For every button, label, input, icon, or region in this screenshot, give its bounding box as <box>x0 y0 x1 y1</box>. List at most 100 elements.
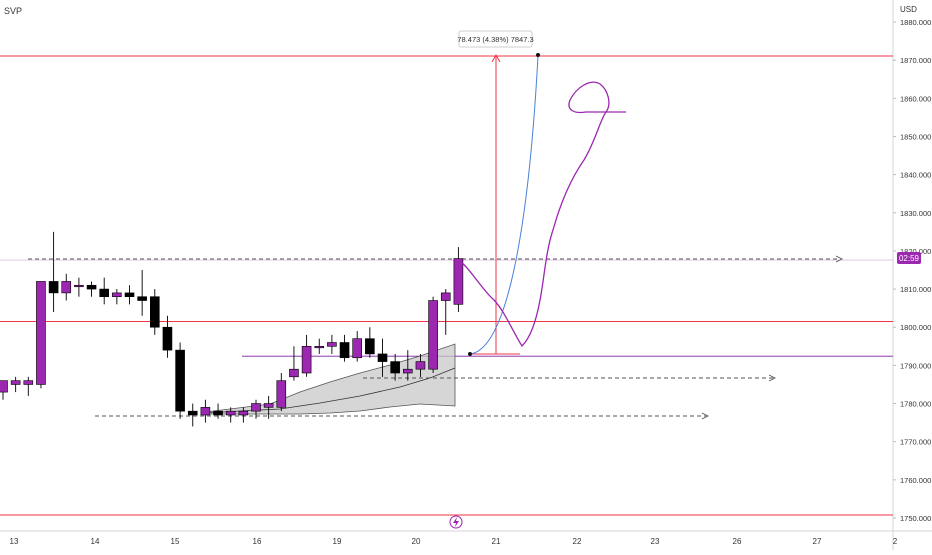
time-tick-label: 15 <box>171 537 180 546</box>
candle[interactable] <box>36 281 46 389</box>
measure-label-box <box>458 30 533 48</box>
candle[interactable] <box>124 285 135 305</box>
time-axis-ticks: 13 14 15 16 19 20 21 22 23 26 27 2 <box>10 537 898 546</box>
candle-body <box>137 296 147 301</box>
price-tick-label: 1770.000 <box>900 438 931 447</box>
measure-label: 78.473 (4.38%) 7847.3 <box>457 35 533 44</box>
candle[interactable] <box>440 289 451 335</box>
candle[interactable] <box>175 342 185 419</box>
candle-body <box>365 338 375 355</box>
projection-start-point[interactable] <box>468 352 472 356</box>
candle-body <box>150 296 160 328</box>
channel-band <box>204 343 456 415</box>
projection-end-point[interactable] <box>536 53 540 57</box>
candle-body <box>48 281 59 294</box>
price-tick-label: 1840.000 <box>900 171 931 180</box>
candle[interactable] <box>74 277 84 297</box>
candle[interactable] <box>213 403 223 419</box>
candle-body <box>124 292 135 298</box>
candle-body <box>200 407 211 416</box>
candle-body <box>0 380 8 393</box>
candle-body <box>263 403 274 408</box>
candle-body <box>314 346 325 349</box>
candle[interactable] <box>352 331 363 362</box>
candle[interactable] <box>263 395 274 419</box>
candle[interactable] <box>365 327 375 358</box>
price-tick-label: 1880.000 <box>900 18 931 27</box>
candle[interactable] <box>251 399 261 419</box>
candle-body <box>213 410 223 416</box>
channel-midline <box>204 367 456 414</box>
candle[interactable] <box>61 273 72 301</box>
candle[interactable] <box>276 373 287 412</box>
candle-body <box>339 342 350 359</box>
candle[interactable] <box>327 334 337 354</box>
lightning-icon[interactable] <box>449 515 463 529</box>
price-tick-label: 1820.000 <box>900 247 931 256</box>
candle[interactable] <box>453 247 464 312</box>
candle[interactable] <box>10 376 21 393</box>
candle[interactable] <box>402 350 413 381</box>
price-tick-label: 1760.000 <box>900 476 931 485</box>
time-tick-label: 20 <box>412 537 421 546</box>
dashed-arrow-middle <box>363 374 777 382</box>
candle[interactable] <box>23 376 34 396</box>
candle-body <box>238 410 249 416</box>
candle[interactable] <box>238 407 249 423</box>
indicator-label: SVP <box>4 6 22 16</box>
dashed-arrow-lower <box>95 412 710 420</box>
price-tick-label: 1750.000 <box>900 514 931 523</box>
candle[interactable] <box>112 289 122 305</box>
horizontal-lines <box>0 55 893 516</box>
candle[interactable] <box>99 277 109 305</box>
price-tick-label: 1850.000 <box>900 132 931 141</box>
candle[interactable] <box>415 353 426 377</box>
candle[interactable] <box>339 334 350 362</box>
candle-body <box>251 403 261 412</box>
candle[interactable] <box>187 403 198 427</box>
candle-body <box>440 292 451 301</box>
candle[interactable] <box>137 270 147 316</box>
price-tick-label: 1830.000 <box>900 209 931 218</box>
candle[interactable] <box>200 399 211 423</box>
time-tick-label: 26 <box>733 537 742 546</box>
candle-body <box>276 380 287 408</box>
candle[interactable] <box>314 338 325 354</box>
candle-body <box>390 361 400 374</box>
candle[interactable] <box>48 231 59 312</box>
candle[interactable] <box>377 338 388 377</box>
candle[interactable] <box>0 380 8 400</box>
dashed-arrow-upper <box>28 255 844 263</box>
time-tick-label: 27 <box>813 537 822 546</box>
candle-body <box>428 300 438 370</box>
time-tick-label: 23 <box>651 537 660 546</box>
candle[interactable] <box>301 334 312 377</box>
currency-label: USD <box>900 5 917 14</box>
candle-body <box>74 284 84 288</box>
price-tick-label: 1790.000 <box>900 361 931 370</box>
candle[interactable] <box>428 296 438 374</box>
freehand-drawing[interactable] <box>457 81 626 347</box>
time-tick-label: 16 <box>253 537 262 546</box>
candle[interactable] <box>390 353 400 381</box>
price-tick-label: 1860.000 <box>900 94 931 103</box>
price-tick-label: 1800.000 <box>900 323 931 332</box>
projection-curve[interactable] <box>469 55 539 355</box>
time-tick-label: 2 <box>893 537 898 546</box>
candle[interactable] <box>86 281 97 297</box>
candle[interactable] <box>162 315 173 358</box>
time-tick-label: 22 <box>573 537 582 546</box>
candle-body <box>162 326 173 351</box>
candle-body <box>402 368 413 374</box>
candle[interactable] <box>150 289 160 335</box>
price-tick-label: 1780.000 <box>900 400 931 409</box>
time-tick-label: 19 <box>333 537 342 546</box>
measure-tool[interactable]: 78.473 (4.38%) 7847.3 <box>457 30 534 355</box>
candle[interactable] <box>225 407 236 423</box>
candle-body <box>10 380 21 385</box>
candle-body <box>352 338 363 359</box>
candle[interactable] <box>289 346 299 381</box>
candle-body <box>327 342 337 347</box>
